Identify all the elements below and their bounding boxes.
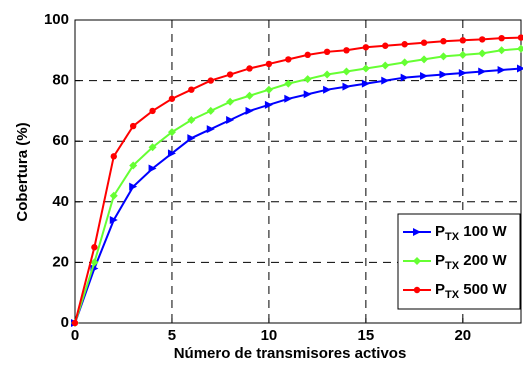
- marker: [71, 319, 79, 327]
- marker: [420, 39, 428, 46]
- marker: [439, 52, 448, 61]
- x-tick-label: 0: [71, 327, 79, 344]
- marker: [129, 182, 138, 191]
- marker: [458, 69, 467, 78]
- marker: [361, 79, 370, 88]
- marker: [458, 50, 467, 59]
- axes-box: [74, 19, 522, 324]
- marker: [90, 258, 99, 267]
- marker: [91, 244, 98, 251]
- y-tick-label: 100: [44, 11, 69, 28]
- marker: [109, 191, 118, 200]
- marker: [517, 64, 523, 73]
- legend-label: PTX 500 W: [435, 281, 507, 301]
- y-tick-label: 40: [52, 193, 69, 210]
- x-tick-label: 15: [358, 327, 375, 344]
- y-tick-label: 80: [52, 72, 69, 89]
- x-tick-label: 10: [261, 327, 278, 344]
- marker: [517, 34, 523, 41]
- marker: [206, 125, 215, 134]
- y-tick-label: 60: [52, 132, 69, 149]
- marker: [342, 82, 351, 91]
- marker: [381, 76, 390, 85]
- marker: [382, 42, 389, 49]
- marker: [226, 71, 234, 78]
- marker: [413, 257, 421, 265]
- marker: [323, 85, 332, 94]
- marker: [497, 46, 506, 55]
- marker: [323, 48, 331, 56]
- marker: [440, 38, 447, 45]
- marker: [167, 149, 176, 158]
- marker: [400, 58, 409, 67]
- marker: [110, 153, 117, 160]
- marker: [284, 94, 293, 103]
- marker: [401, 41, 408, 48]
- marker: [478, 67, 487, 76]
- marker: [381, 61, 390, 70]
- marker: [264, 100, 273, 109]
- marker: [517, 44, 523, 53]
- legend-label: PTX 100 W: [435, 223, 507, 243]
- marker: [167, 128, 176, 137]
- x-axis-label: Número de transmisores activos: [174, 345, 407, 362]
- marker: [187, 134, 196, 143]
- legend-label: PTX 200 W: [435, 252, 507, 272]
- marker: [343, 47, 350, 54]
- marker: [323, 70, 332, 79]
- y-axis-label: Cobertura (%): [14, 122, 31, 221]
- marker: [206, 106, 215, 115]
- marker: [361, 64, 370, 73]
- marker: [303, 75, 312, 84]
- marker: [245, 106, 254, 115]
- marker: [226, 97, 235, 106]
- marker: [413, 286, 421, 294]
- x-tick-label: 20: [454, 327, 471, 344]
- marker: [420, 55, 429, 64]
- marker: [226, 115, 235, 124]
- series-line: [74, 36, 522, 324]
- marker: [188, 86, 195, 93]
- marker: [284, 79, 293, 88]
- marker: [362, 44, 370, 51]
- legend: PTX 100 W PTX 200 W PTX 500 W: [397, 213, 521, 310]
- marker: [264, 85, 273, 94]
- marker: [129, 161, 138, 170]
- marker: [413, 228, 421, 236]
- marker: [497, 65, 506, 74]
- marker: [420, 72, 429, 81]
- marker: [498, 34, 505, 42]
- marker: [109, 215, 118, 224]
- marker: [459, 37, 467, 44]
- marker: [439, 70, 448, 79]
- marker: [342, 67, 351, 76]
- x-tick-label: 5: [168, 327, 176, 344]
- marker: [478, 49, 487, 58]
- marker: [304, 51, 311, 59]
- marker: [129, 122, 137, 130]
- marker: [246, 65, 253, 72]
- marker: [207, 77, 214, 84]
- marker: [245, 91, 254, 100]
- marker: [479, 36, 486, 43]
- marker: [149, 107, 156, 115]
- marker: [400, 73, 409, 82]
- y-tick-label: 20: [52, 253, 69, 270]
- marker: [148, 143, 157, 152]
- y-tick-label: 0: [61, 314, 69, 331]
- marker: [187, 115, 196, 124]
- marker: [168, 95, 176, 102]
- marker: [285, 56, 292, 63]
- marker: [265, 60, 273, 68]
- marker: [148, 164, 157, 173]
- marker: [303, 90, 312, 99]
